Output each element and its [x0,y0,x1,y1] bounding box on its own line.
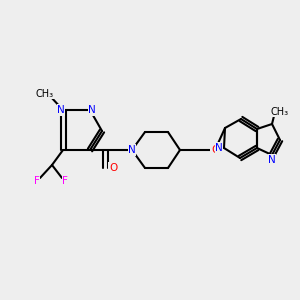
Text: O: O [109,163,117,173]
Text: N: N [88,105,96,115]
Text: N: N [128,145,136,155]
Text: N: N [57,105,65,115]
Text: F: F [34,176,40,186]
Text: F: F [62,176,68,186]
Text: CH₃: CH₃ [271,107,289,117]
Text: O: O [211,145,219,155]
Text: CH₃: CH₃ [36,89,54,99]
Text: N: N [268,155,276,165]
Text: N: N [215,143,223,153]
